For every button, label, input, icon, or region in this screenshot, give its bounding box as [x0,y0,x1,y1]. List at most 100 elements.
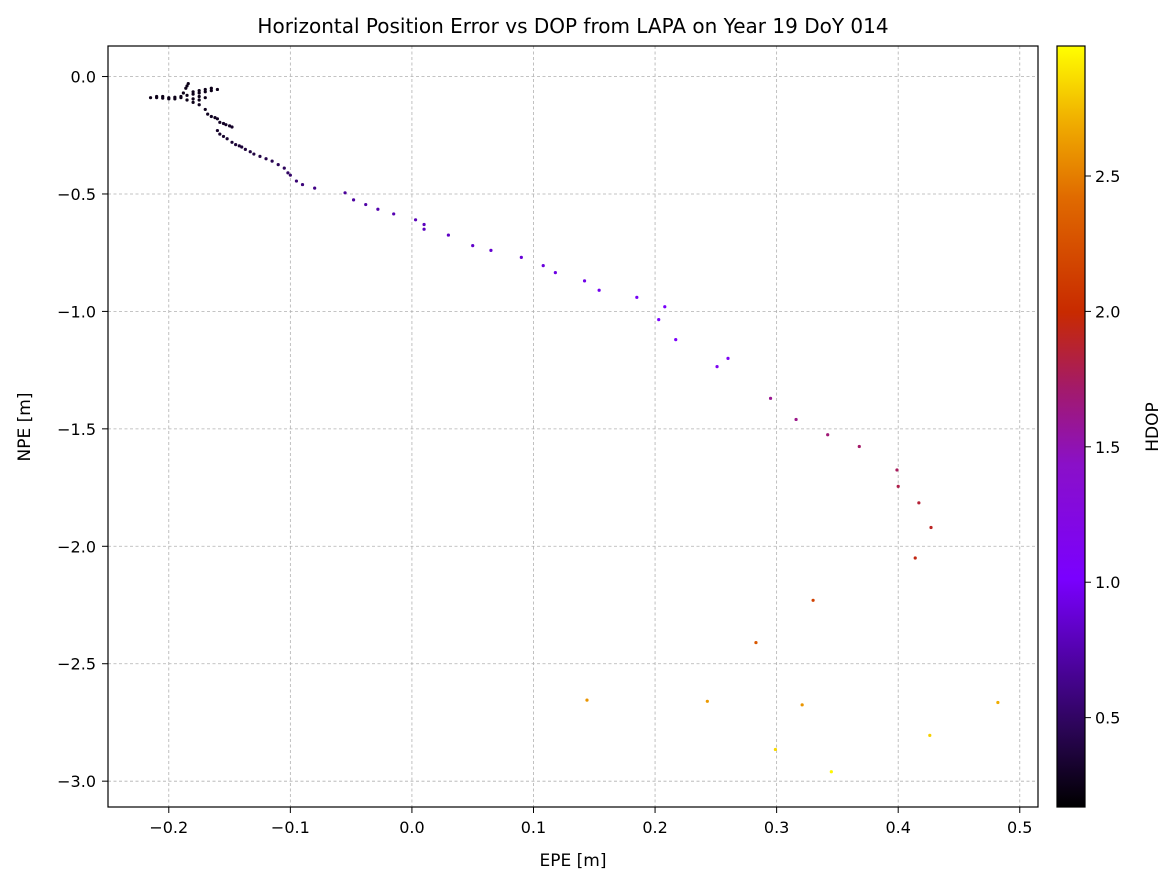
data-point [243,147,247,151]
data-point [191,92,195,96]
data-point [203,90,207,94]
data-point [230,125,234,129]
data-point [209,89,213,93]
x-tick-label: −0.2 [149,818,188,837]
data-point [313,186,317,190]
data-point [657,318,661,322]
data-point [227,124,232,128]
plot-frame [107,45,1039,808]
y-tick-label: −0.5 [57,185,96,204]
data-point [161,94,165,99]
data-point [218,120,222,124]
y-tick-label: 0.0 [71,68,96,87]
data-point [489,248,493,252]
data-point [181,91,185,95]
data-point [225,137,229,141]
data-point [422,227,426,231]
data-point [597,288,601,292]
data-point [826,433,830,437]
data-point [896,484,900,488]
data-point [206,112,210,116]
y-tick-label: −1.5 [57,420,96,439]
y-tick-label: −1.0 [57,302,96,321]
data-point [446,233,450,237]
data-point [197,94,201,99]
data-point [215,87,220,92]
data-point [230,140,234,144]
data-point [715,365,719,369]
data-point [248,150,252,154]
data-point [768,396,773,400]
colorbar-ticks: 0.5 1.0 1.5 2.0 2.5 [1085,167,1120,728]
data-point [197,103,201,107]
data-point [376,207,380,211]
data-point [213,116,217,120]
data-point [185,84,189,88]
data-point [186,81,190,86]
data-point [155,94,159,99]
data-point [928,733,932,737]
data-point [895,468,899,472]
data-point [996,700,1000,705]
data-point [913,556,917,560]
x-axis-label: EPE [m] [540,851,607,871]
data-point [582,279,587,283]
y-tick-label: −2.0 [57,537,96,556]
data-point [203,107,207,112]
data-point [519,255,523,259]
data-point [471,244,475,248]
x-tick-label: 0.5 [1007,818,1032,837]
data-point [197,98,201,102]
colorbar-label: HDOP [1143,402,1163,452]
axis-ticks: −0.2 −0.1 0.0 0.1 0.2 0.3 0.4 0.5 0.0 −0.5 −1.0 −1.… [57,68,1032,837]
data-point [191,97,195,101]
data-point [185,93,189,97]
x-tick-label: 0.1 [521,818,546,837]
data-point [674,337,678,342]
data-point [917,501,921,505]
data-point [258,154,262,158]
data-point [392,212,396,216]
x-tick-label: 0.2 [642,818,667,837]
data-point [173,97,177,101]
chart-title: Horizontal Position Error vs DOP from LA… [257,14,888,38]
data-point [148,96,153,100]
y-tick-label: −3.0 [57,772,96,791]
colorbar [1056,45,1086,808]
data-point [553,271,557,275]
data-point [585,698,589,702]
data-point [288,173,292,177]
data-point [197,89,201,93]
colorbar-tick-label: 2.0 [1095,302,1120,321]
data-point [282,166,286,170]
data-point [209,86,213,90]
grid [108,46,1038,807]
colorbar-tick-label: 2.5 [1095,167,1120,186]
data-point [209,114,213,119]
data-point [191,100,195,104]
data-point [252,152,256,156]
data-point [413,218,418,222]
data-point [179,96,183,100]
data-point [197,91,201,95]
data-point [203,87,207,92]
data-point [215,117,220,121]
y-tick-label: −2.5 [57,655,96,674]
data-point [215,128,220,133]
data-point [829,770,833,774]
data-point [270,159,274,163]
data-point [240,145,244,149]
data-point [754,640,758,645]
data-point [167,97,171,101]
data-point [857,444,861,449]
x-tick-label: 0.4 [885,818,910,837]
x-tick-label: 0.3 [764,818,789,837]
y-axis-label: NPE [m] [15,393,35,462]
data-point [237,144,241,148]
data-point [726,356,730,360]
data-point [221,134,226,139]
data-point [541,264,545,268]
data-point [224,123,228,127]
data-point [276,163,280,167]
